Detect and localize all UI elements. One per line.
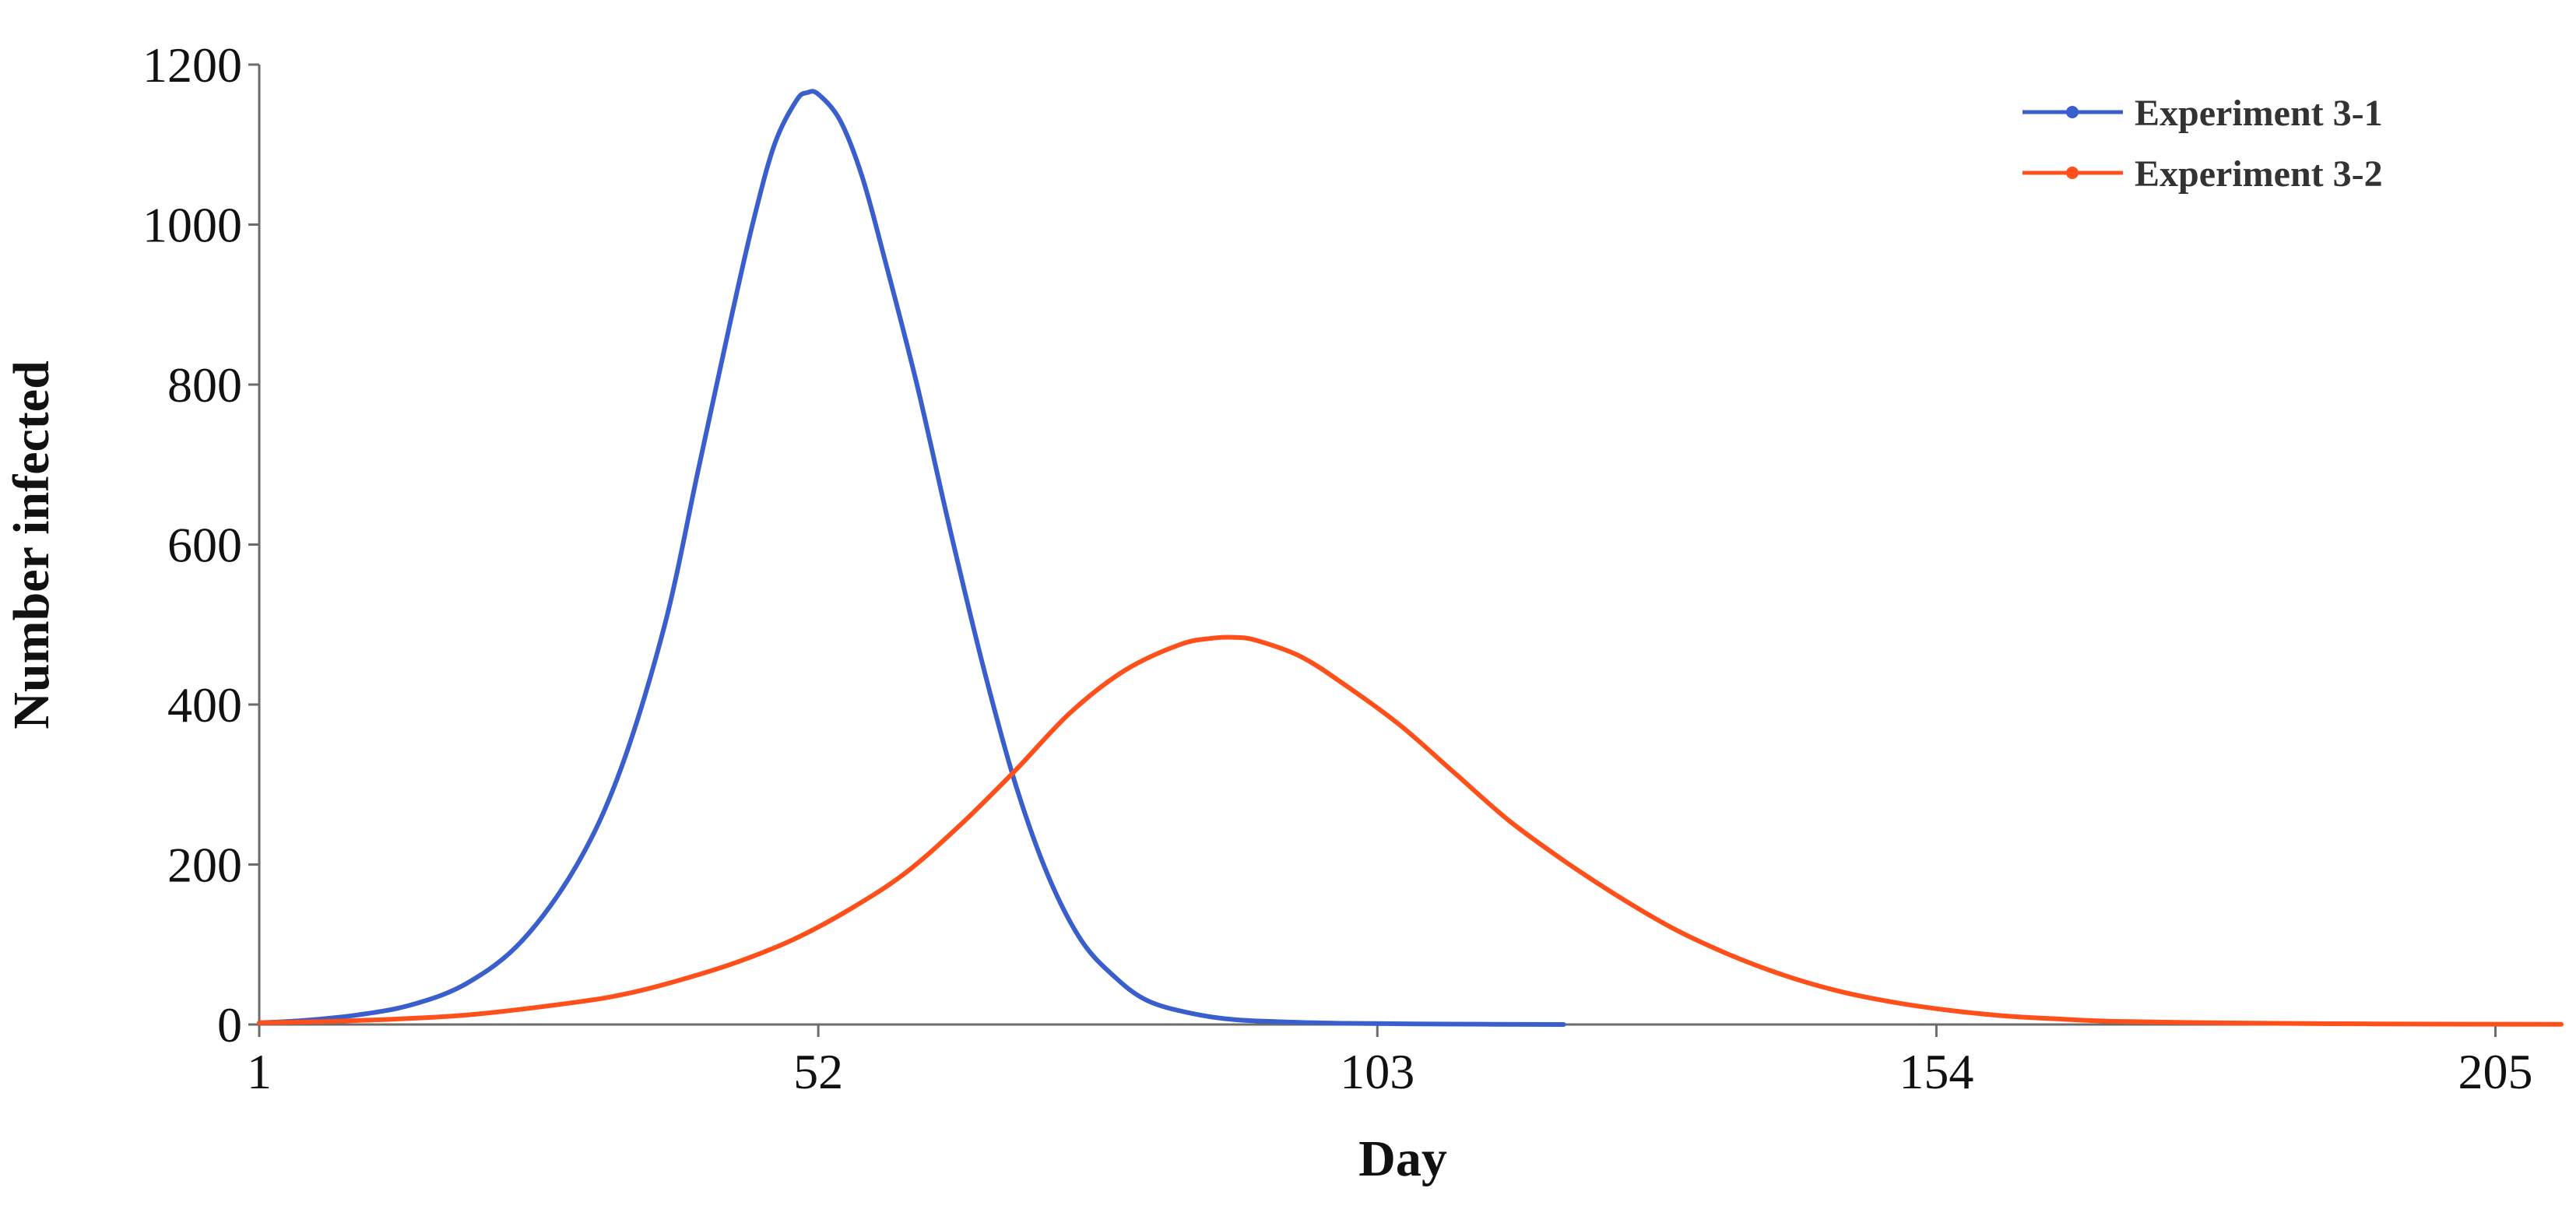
legend-label-2: Experiment 3-2 [2135, 153, 2383, 195]
y-tick-label: 400 [167, 677, 242, 733]
y-axis: 0 200 400 600 800 1000 1200 [142, 37, 261, 1053]
y-tick-label: 600 [167, 518, 242, 573]
legend-label-1: Experiment 3-1 [2135, 93, 2383, 134]
x-tick-label: 1 [247, 1044, 272, 1099]
x-axis-title: Day [1358, 1130, 1447, 1187]
x-tick-label: 103 [1340, 1044, 1415, 1099]
y-tick-label: 0 [217, 997, 242, 1053]
x-ticks: 1 52 103 154 205 [247, 1024, 2533, 1099]
series-line-2 [257, 634, 2564, 1027]
x-tick-label: 205 [2458, 1044, 2533, 1099]
series-line-1 [257, 89, 1566, 1027]
y-tick-label: 1200 [142, 37, 242, 93]
y-ticks: 0 200 400 600 800 1000 1200 [142, 37, 259, 1053]
x-tick-label: 52 [793, 1044, 843, 1099]
legend-marker-1 [2066, 106, 2079, 118]
y-tick-label: 1000 [142, 198, 242, 253]
series-group [257, 89, 2564, 1027]
x-tick-label: 154 [1899, 1044, 1973, 1099]
x-axis: 1 52 103 154 205 [247, 1023, 2561, 1099]
y-axis-title: Number infected [3, 360, 60, 729]
legend: Experiment 3-1 Experiment 3-2 [2022, 93, 2383, 195]
legend-marker-2 [2066, 167, 2079, 179]
y-tick-label: 200 [167, 838, 242, 893]
y-tick-label: 800 [167, 357, 242, 413]
